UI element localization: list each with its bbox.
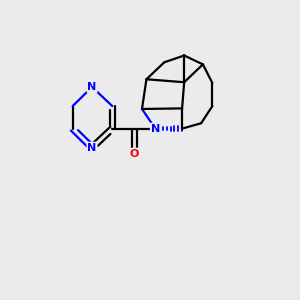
Text: N: N: [151, 124, 160, 134]
Text: O: O: [130, 148, 139, 159]
Text: N: N: [87, 142, 97, 153]
Text: N: N: [87, 82, 97, 92]
